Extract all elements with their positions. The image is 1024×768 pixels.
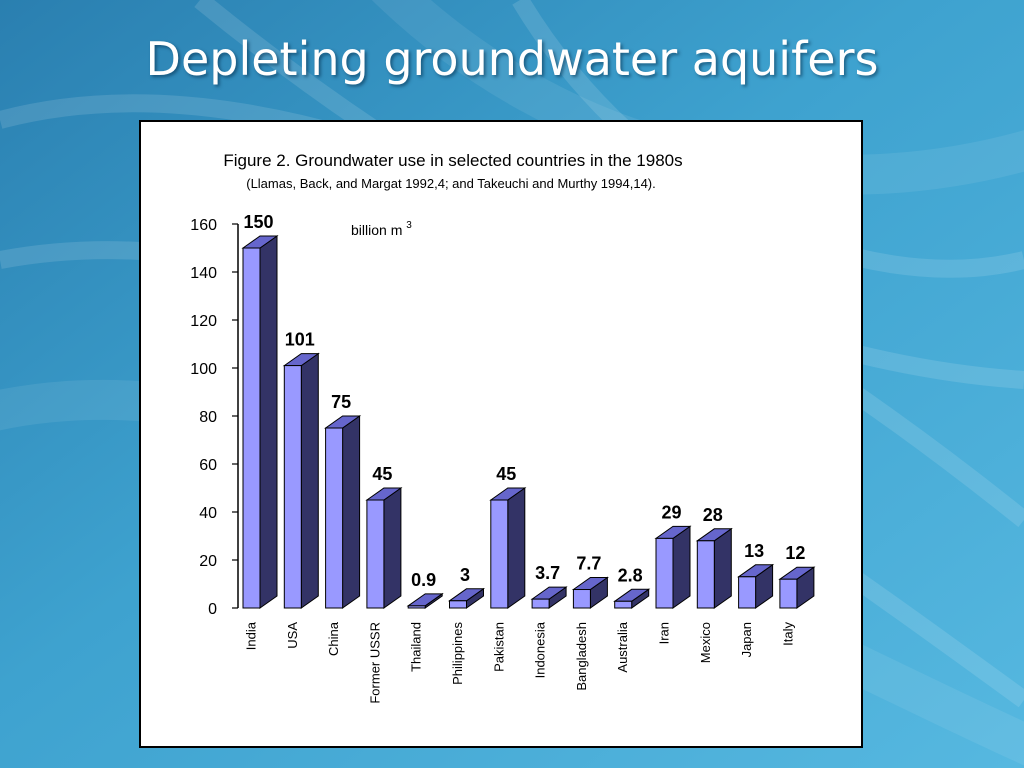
x-axis-labels: India USA China Former USSR Thailand Philippi…	[244, 621, 796, 703]
x-tick-label: Indonesia	[533, 621, 548, 678]
unit-label: billion m 3	[351, 220, 412, 238]
bar-front	[325, 427, 344, 609]
bars	[241, 235, 816, 609]
x-tick-label: Iran	[657, 622, 672, 644]
x-tick-label: Bangladesh	[574, 622, 589, 691]
data-label: 75	[331, 392, 351, 412]
y-tick-label: 60	[199, 457, 217, 474]
chart-title: Figure 2. Groundwater use in selected co…	[223, 151, 682, 170]
bar-front	[655, 537, 674, 609]
bar-usa	[282, 352, 320, 609]
x-tick-label: Japan	[739, 622, 754, 657]
bar-side	[507, 487, 526, 609]
unit-superscript: 3	[406, 220, 412, 231]
x-tick-label: USA	[285, 622, 300, 649]
bar-side	[672, 525, 691, 609]
data-labels: 150 101 75 45 0.9 3 45 3.7 7.7 2.8 29 28 13 12	[243, 212, 805, 590]
data-label: 150	[243, 212, 273, 232]
bar-front	[449, 600, 467, 609]
x-tick-label: Pakistan	[491, 622, 506, 672]
bar-front	[242, 247, 261, 609]
bar-front	[696, 540, 715, 609]
bar-china	[324, 415, 362, 609]
y-tick-label: 0	[208, 601, 217, 618]
data-label: 12	[785, 543, 805, 563]
bar-india	[241, 235, 279, 609]
y-tick-label: 20	[199, 553, 217, 570]
x-tick-label: Mexico	[698, 622, 713, 663]
y-tick-label: 140	[190, 265, 217, 282]
data-label: 13	[744, 541, 764, 561]
slide-title: Depleting groundwater aquifers	[145, 32, 879, 86]
y-tick-label: 160	[190, 217, 217, 234]
x-tick-label: Former USSR	[367, 622, 382, 704]
y-axis-ticks: 0 20 40 60 80 100 120 140 160	[190, 217, 238, 618]
data-label: 7.7	[576, 554, 601, 574]
bar-front	[738, 576, 757, 609]
bar-front	[572, 589, 591, 609]
bar-front	[531, 598, 550, 609]
bar-australia	[613, 588, 651, 609]
bar-side	[259, 235, 278, 609]
data-label: 0.9	[411, 570, 436, 590]
bar-iran	[654, 525, 692, 609]
bar-indonesia	[530, 586, 568, 609]
data-label: 2.8	[618, 565, 643, 585]
data-label: 101	[285, 330, 315, 350]
bar-front	[407, 605, 426, 609]
bar-front	[366, 499, 385, 609]
bar-philippines	[447, 587, 486, 609]
x-tick-label: Philippines	[450, 622, 465, 685]
x-tick-label: Thailand	[409, 622, 424, 672]
y-tick-label: 80	[199, 409, 217, 426]
bar-side	[300, 352, 319, 609]
bar-italy	[778, 566, 816, 609]
chart-subtitle: (Llamas, Back, and Margat 1992,4; and Ta…	[246, 176, 656, 191]
data-label: 3.7	[535, 563, 560, 583]
x-tick-label: India	[244, 621, 259, 650]
bar-pakistan	[489, 487, 527, 609]
bar-side	[713, 527, 732, 609]
data-label: 29	[661, 502, 681, 522]
bar-japan	[737, 563, 775, 609]
x-tick-label: China	[326, 621, 341, 656]
x-tick-label: Italy	[780, 622, 795, 646]
bar-bangladesh	[571, 576, 609, 609]
bar-front	[283, 365, 302, 609]
unit-label-text: billion m	[351, 222, 402, 238]
bar-former-ussr	[365, 487, 403, 609]
y-tick-label: 40	[199, 505, 217, 522]
y-tick-label: 100	[190, 361, 217, 378]
data-label: 45	[496, 464, 516, 484]
bar-mexico	[695, 527, 733, 609]
y-tick-label: 120	[190, 313, 217, 330]
data-label: 28	[703, 505, 723, 525]
data-label: 3	[460, 565, 470, 585]
bar-front	[779, 578, 798, 609]
bar-side	[383, 487, 402, 609]
x-tick-label: Australia	[615, 621, 630, 672]
bar-thailand	[406, 592, 444, 609]
bar-front	[614, 600, 633, 609]
bar-side	[342, 415, 361, 609]
groundwater-bar-chart: Figure 2. Groundwater use in selected co…	[190, 151, 816, 704]
data-label: 45	[372, 464, 392, 484]
bar-front	[490, 499, 509, 609]
chart-panel: Figure 2. Groundwater use in selected co…	[139, 120, 863, 748]
